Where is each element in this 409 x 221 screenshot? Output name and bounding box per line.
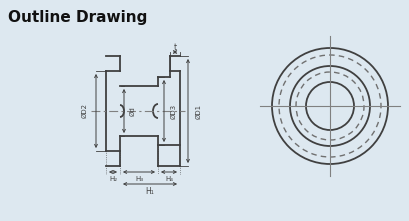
Text: t: t: [173, 42, 176, 51]
Text: ØD1: ØD1: [196, 103, 202, 118]
Text: ØD2: ØD2: [82, 103, 88, 118]
Text: Outline Drawing: Outline Drawing: [8, 10, 147, 25]
Text: H₁: H₁: [145, 187, 154, 196]
Text: H₄: H₄: [164, 176, 173, 182]
Text: ØD3: ØD3: [171, 103, 177, 118]
Text: Ød: Ød: [130, 106, 136, 116]
Text: H₂: H₂: [109, 176, 117, 182]
Text: H₃: H₃: [135, 176, 143, 182]
